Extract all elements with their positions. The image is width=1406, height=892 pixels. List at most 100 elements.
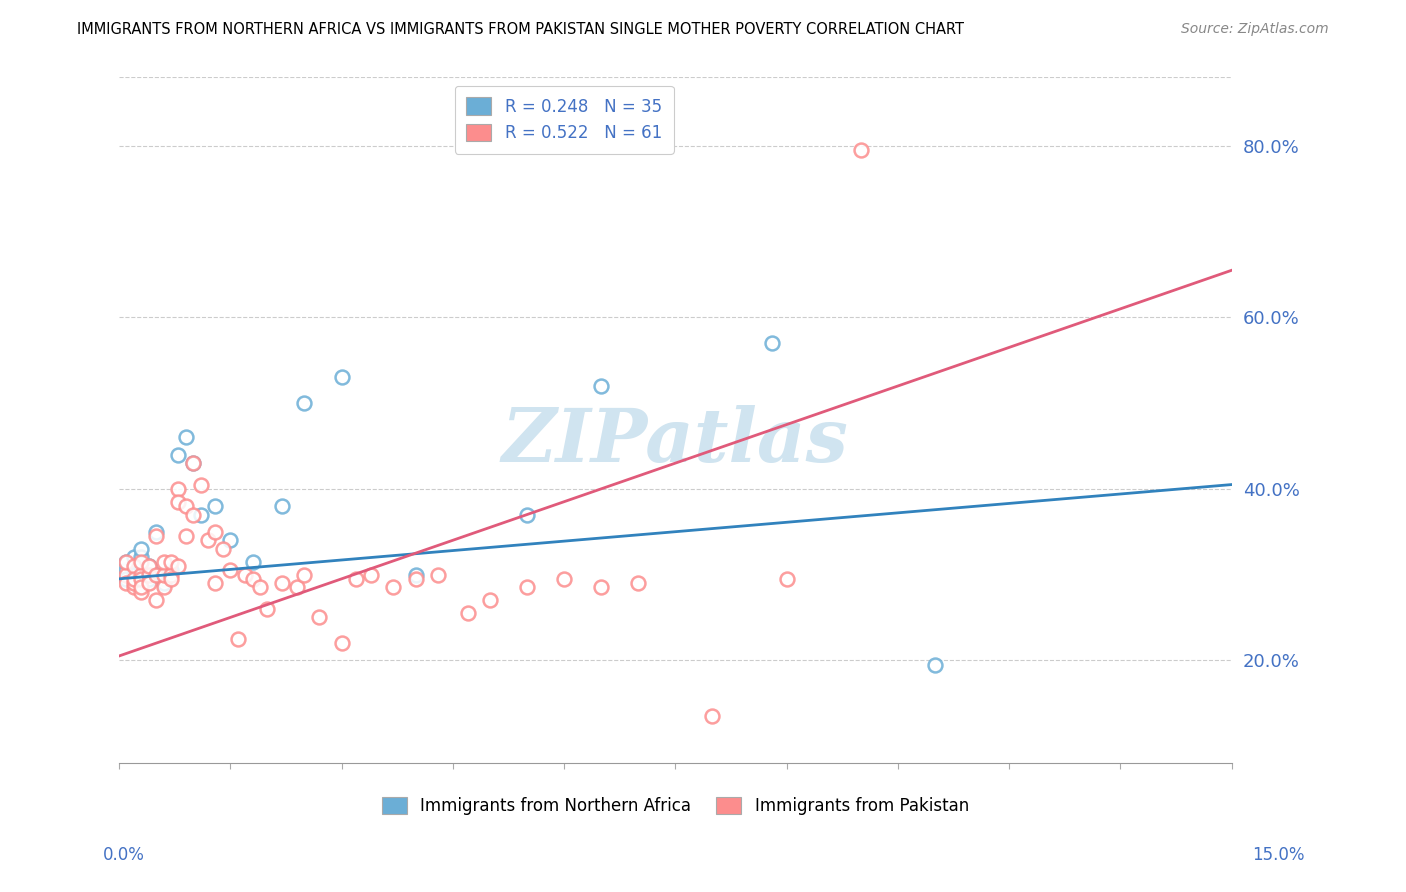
Point: [115, 555, 138, 569]
Point: [190, 477, 212, 491]
Point: [167, 482, 190, 496]
Point: [249, 581, 271, 595]
Point: [330, 370, 353, 384]
Point: [702, 709, 724, 723]
Point: [145, 567, 167, 582]
Point: [115, 563, 138, 577]
Point: [219, 533, 242, 548]
Point: [122, 581, 145, 595]
Point: [115, 572, 138, 586]
Point: [553, 572, 575, 586]
Point: [145, 593, 167, 607]
Point: [129, 572, 152, 586]
Point: [145, 524, 167, 539]
Point: [360, 567, 382, 582]
Point: [160, 563, 183, 577]
Point: [152, 567, 174, 582]
Point: [427, 567, 450, 582]
Point: [122, 567, 145, 582]
Text: ZIPatlas: ZIPatlas: [502, 405, 849, 477]
Point: [129, 555, 152, 569]
Point: [382, 581, 405, 595]
Point: [233, 567, 256, 582]
Text: IMMIGRANTS FROM NORTHERN AFRICA VS IMMIGRANTS FROM PAKISTAN SINGLE MOTHER POVERT: IMMIGRANTS FROM NORTHERN AFRICA VS IMMIG…: [77, 22, 965, 37]
Point: [138, 572, 160, 586]
Point: [167, 448, 190, 462]
Point: [405, 572, 427, 586]
Point: [122, 576, 145, 591]
Point: [167, 559, 190, 574]
Text: 0.0%: 0.0%: [103, 846, 145, 863]
Point: [197, 533, 219, 548]
Point: [344, 572, 367, 586]
Point: [219, 563, 242, 577]
Point: [129, 576, 152, 591]
Point: [129, 567, 152, 582]
Point: [138, 567, 160, 582]
Point: [405, 567, 427, 582]
Point: [122, 572, 145, 586]
Point: [174, 529, 197, 543]
Point: [122, 559, 145, 574]
Point: [285, 581, 308, 595]
Point: [145, 567, 167, 582]
Point: [775, 572, 797, 586]
Point: [204, 524, 226, 539]
Point: [516, 581, 538, 595]
Point: [160, 572, 183, 586]
Text: 15.0%: 15.0%: [1253, 846, 1305, 863]
Point: [242, 555, 264, 569]
Point: [122, 550, 145, 565]
Point: [160, 555, 183, 569]
Point: [174, 430, 197, 444]
Point: [115, 555, 138, 569]
Point: [516, 508, 538, 522]
Point: [152, 581, 174, 595]
Point: [138, 576, 160, 591]
Point: [256, 602, 278, 616]
Point: [190, 508, 212, 522]
Point: [330, 636, 353, 650]
Point: [115, 567, 138, 582]
Text: Source: ZipAtlas.com: Source: ZipAtlas.com: [1181, 22, 1329, 37]
Point: [129, 541, 152, 556]
Point: [129, 567, 152, 582]
Point: [294, 567, 316, 582]
Point: [129, 584, 152, 599]
Point: [924, 657, 946, 672]
Point: [271, 499, 294, 513]
Point: [457, 606, 479, 620]
Point: [627, 576, 650, 591]
Point: [271, 576, 294, 591]
Point: [145, 529, 167, 543]
Point: [181, 508, 204, 522]
Point: [160, 567, 183, 582]
Point: [204, 499, 226, 513]
Point: [122, 576, 145, 591]
Point: [129, 581, 152, 595]
Point: [849, 143, 872, 157]
Point: [181, 456, 204, 470]
Point: [591, 581, 613, 595]
Point: [174, 499, 197, 513]
Point: [761, 336, 783, 351]
Point: [294, 396, 316, 410]
Point: [138, 559, 160, 574]
Point: [129, 550, 152, 565]
Point: [181, 456, 204, 470]
Point: [138, 559, 160, 574]
Point: [167, 494, 190, 508]
Point: [115, 576, 138, 591]
Point: [212, 541, 235, 556]
Point: [226, 632, 249, 646]
Point: [591, 379, 613, 393]
Point: [122, 559, 145, 574]
Point: [308, 610, 330, 624]
Legend: Immigrants from Northern Africa, Immigrants from Pakistan: Immigrants from Northern Africa, Immigra…: [374, 789, 977, 823]
Point: [204, 576, 226, 591]
Point: [152, 572, 174, 586]
Point: [152, 555, 174, 569]
Point: [242, 572, 264, 586]
Point: [152, 576, 174, 591]
Point: [138, 567, 160, 582]
